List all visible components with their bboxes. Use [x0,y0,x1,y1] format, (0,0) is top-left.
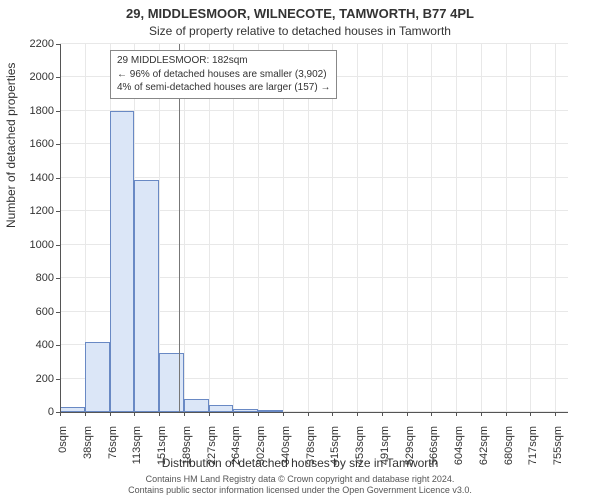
gridline-vertical [555,44,556,412]
histogram-bar [184,399,209,412]
x-axis-line [60,412,568,413]
histogram-bar [85,342,110,412]
gridline-vertical [308,44,309,412]
gridline-vertical [382,44,383,412]
annotation-line-3: 4% of semi-detached houses are larger (1… [117,81,330,95]
x-tick-mark [283,412,284,416]
y-tick-mark [56,144,60,145]
gridline-vertical [357,44,358,412]
gridline-vertical [258,44,259,412]
y-tick-label: 1600 [14,138,54,150]
y-tick-mark [56,245,60,246]
gridline-vertical [456,44,457,412]
gridline-horizontal [60,177,568,178]
x-tick-mark [209,412,210,416]
gridline-vertical [209,44,210,412]
y-tick-label: 800 [14,272,54,284]
x-tick-mark [506,412,507,416]
histogram-bar [110,111,134,412]
y-tick-mark [56,312,60,313]
gridline-vertical [233,44,234,412]
gridline-vertical [530,44,531,412]
x-tick-mark [332,412,333,416]
footer-line-2: Contains public sector information licen… [0,485,600,496]
y-tick-mark [56,111,60,112]
x-tick-mark [382,412,383,416]
y-tick-label: 1200 [14,205,54,217]
y-tick-label: 400 [14,339,54,351]
x-axis-label: Distribution of detached houses by size … [0,456,600,470]
x-tick-mark [308,412,309,416]
y-axis-line [60,44,61,412]
annotation-line-2: ← 96% of detached houses are smaller (3,… [117,68,330,82]
x-tick-mark [184,412,185,416]
gridline-vertical [332,44,333,412]
y-tick-label: 1800 [14,105,54,117]
y-tick-label: 200 [14,373,54,385]
y-tick-label: 2200 [14,38,54,50]
y-tick-label: 600 [14,306,54,318]
x-tick-mark [60,412,61,416]
y-tick-mark [56,278,60,279]
x-tick-mark [555,412,556,416]
chart-subtitle: Size of property relative to detached ho… [0,24,600,38]
annotation-line-1: 29 MIDDLESMOOR: 182sqm [117,54,330,68]
x-tick-mark [456,412,457,416]
gridline-vertical [407,44,408,412]
gridline-vertical [506,44,507,412]
x-tick-mark [159,412,160,416]
y-tick-label: 2000 [14,71,54,83]
gridline-vertical [283,44,284,412]
annotation-box: 29 MIDDLESMOOR: 182sqm← 96% of detached … [110,50,337,99]
gridline-horizontal [60,43,568,44]
gridline-vertical [431,44,432,412]
chart-container: 29, MIDDLESMOOR, WILNECOTE, TAMWORTH, B7… [0,0,600,500]
gridline-vertical [481,44,482,412]
x-tick-mark [357,412,358,416]
y-tick-label: 0 [14,406,54,418]
y-tick-mark [56,44,60,45]
y-tick-mark [56,77,60,78]
x-tick-mark [530,412,531,416]
histogram-bar [134,180,159,412]
y-tick-mark [56,211,60,212]
y-tick-mark [56,178,60,179]
x-tick-mark [481,412,482,416]
x-tick-mark [407,412,408,416]
x-tick-mark [233,412,234,416]
y-tick-mark [56,379,60,380]
y-tick-label: 1000 [14,239,54,251]
chart-title-address: 29, MIDDLESMOOR, WILNECOTE, TAMWORTH, B7… [0,6,600,21]
y-tick-label: 1400 [14,172,54,184]
property-marker-line [179,44,180,412]
plot-area: 29 MIDDLESMOOR: 182sqm← 96% of detached … [60,44,568,412]
x-tick-mark [110,412,111,416]
x-tick-mark [258,412,259,416]
gridline-vertical [184,44,185,412]
histogram-bar [209,405,233,412]
footer-attribution: Contains HM Land Registry data © Crown c… [0,474,600,497]
gridline-horizontal [60,110,568,111]
y-tick-mark [56,345,60,346]
x-tick-mark [431,412,432,416]
x-tick-mark [85,412,86,416]
footer-line-1: Contains HM Land Registry data © Crown c… [0,474,600,485]
gridline-horizontal [60,143,568,144]
x-tick-mark [134,412,135,416]
